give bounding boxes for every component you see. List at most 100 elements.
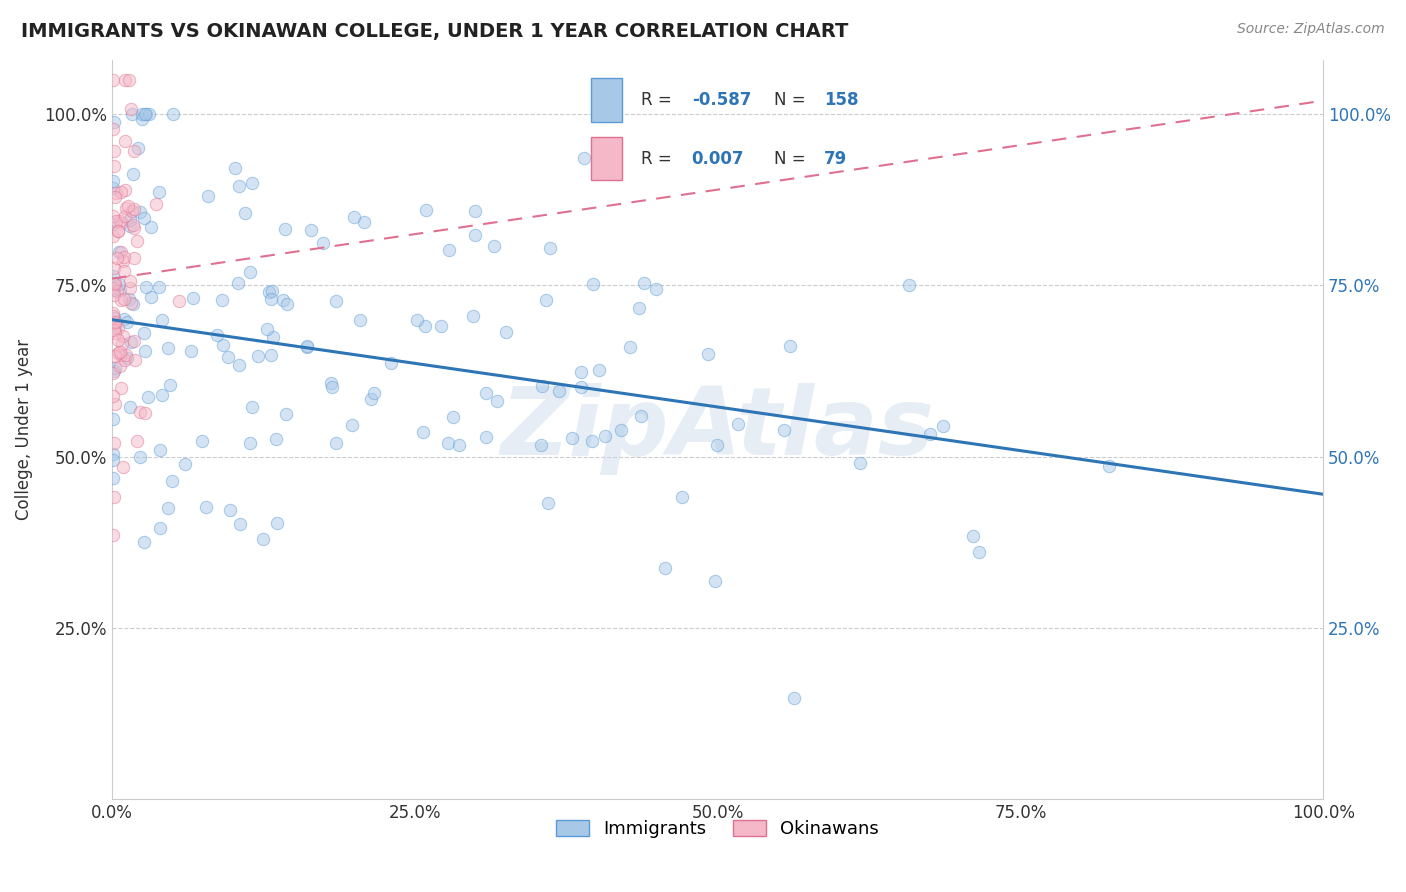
Point xyxy=(122,145,145,159)
Point xyxy=(644,282,666,296)
Point xyxy=(134,326,156,340)
Point xyxy=(190,434,212,448)
Point xyxy=(441,409,464,424)
Point xyxy=(104,397,127,411)
Point xyxy=(181,291,204,305)
Point xyxy=(299,223,322,237)
Point xyxy=(574,151,596,165)
Point xyxy=(531,379,554,393)
Point xyxy=(295,339,318,353)
Point xyxy=(103,268,125,283)
Point xyxy=(321,379,343,393)
Point xyxy=(120,296,142,310)
Point xyxy=(111,337,134,351)
Point xyxy=(111,329,134,343)
Point xyxy=(103,281,125,295)
Point xyxy=(226,277,249,291)
Point xyxy=(129,204,152,219)
Point xyxy=(108,283,131,297)
Point xyxy=(103,389,125,403)
Point xyxy=(114,352,136,367)
Point xyxy=(108,213,131,227)
Point xyxy=(772,423,794,437)
Point xyxy=(118,292,141,306)
Point xyxy=(150,312,173,326)
Point xyxy=(482,239,505,253)
Point xyxy=(103,210,125,224)
Point xyxy=(150,387,173,401)
Point xyxy=(628,301,651,315)
Point xyxy=(581,434,603,448)
Point xyxy=(271,293,294,308)
Point xyxy=(108,345,131,359)
Point xyxy=(260,348,283,362)
Point xyxy=(436,435,458,450)
Point xyxy=(103,121,125,136)
Point xyxy=(264,432,287,446)
Point xyxy=(129,405,152,419)
Point xyxy=(107,224,129,238)
Point xyxy=(256,322,278,336)
Point xyxy=(148,186,170,200)
Point xyxy=(107,277,129,292)
Point xyxy=(224,161,246,175)
Point xyxy=(262,330,284,344)
Point xyxy=(118,73,141,87)
Text: IMMIGRANTS VS OKINAWAN COLLEGE, UNDER 1 YEAR CORRELATION CHART: IMMIGRANTS VS OKINAWAN COLLEGE, UNDER 1 … xyxy=(21,22,848,41)
Point xyxy=(105,186,128,201)
Point xyxy=(157,500,180,515)
Point xyxy=(103,452,125,467)
Point xyxy=(260,284,283,298)
Point xyxy=(205,328,228,343)
Point xyxy=(114,209,136,223)
Point xyxy=(593,429,616,443)
Point xyxy=(118,274,141,288)
Point xyxy=(380,356,402,370)
Point xyxy=(103,490,125,504)
Point xyxy=(104,314,127,328)
Point xyxy=(212,338,235,352)
Point xyxy=(107,334,129,348)
Point xyxy=(136,390,159,404)
Point xyxy=(103,324,125,338)
Point xyxy=(228,178,250,193)
Point xyxy=(132,211,155,225)
Point xyxy=(135,107,157,121)
Point xyxy=(1098,458,1121,473)
Point xyxy=(276,408,298,422)
Point xyxy=(343,210,366,224)
Point xyxy=(252,532,274,546)
Point xyxy=(115,351,138,365)
Point xyxy=(464,227,486,242)
Point xyxy=(120,213,142,227)
Point xyxy=(340,418,363,433)
Point xyxy=(141,290,163,304)
Point xyxy=(114,183,136,197)
Point xyxy=(239,435,262,450)
Point xyxy=(447,438,470,452)
Point xyxy=(120,219,142,234)
Point xyxy=(131,112,153,126)
Point xyxy=(276,297,298,311)
Point xyxy=(108,359,131,373)
Point xyxy=(103,310,125,325)
Point xyxy=(103,144,125,158)
Point xyxy=(131,107,153,121)
Point xyxy=(588,363,610,377)
Point xyxy=(103,287,125,301)
Point xyxy=(103,283,125,297)
Point xyxy=(120,334,142,349)
Point xyxy=(103,159,125,173)
Text: Source: ZipAtlas.com: Source: ZipAtlas.com xyxy=(1237,22,1385,37)
Point xyxy=(475,386,498,401)
Point xyxy=(121,296,143,310)
Point xyxy=(405,313,427,327)
Point xyxy=(125,235,148,249)
Point xyxy=(134,107,156,121)
Point xyxy=(319,376,342,390)
Point xyxy=(463,309,485,323)
Point xyxy=(118,281,141,295)
Point xyxy=(197,188,219,202)
Point xyxy=(139,219,162,234)
Point xyxy=(162,107,184,121)
